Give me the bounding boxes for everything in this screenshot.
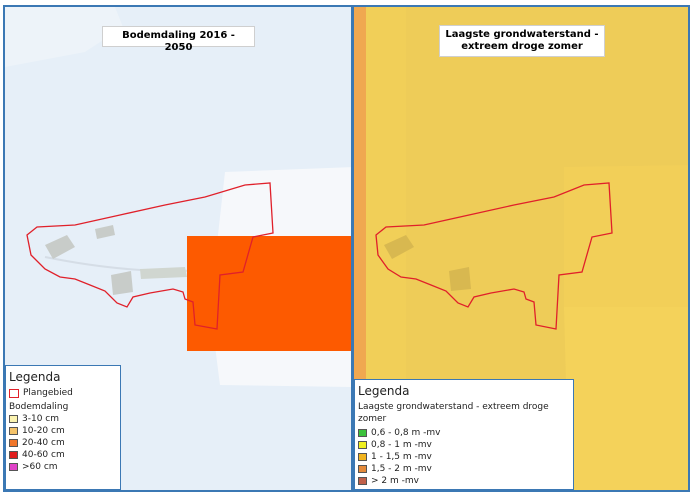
map-panel-bodemdaling[interactable]: Bodemdaling 2016 - 2050 Legenda Plangebi… — [3, 5, 353, 492]
legend-label: > 2 m -mv — [371, 476, 419, 486]
legend-item: 3-10 cm — [9, 413, 117, 425]
legend-swatch — [9, 415, 18, 423]
legend-label: 3-10 cm — [22, 414, 60, 424]
building-shape — [95, 225, 115, 239]
legend-heading: Bodemdaling — [9, 402, 69, 412]
legend-label: 1,5 - 2 m -mv — [371, 464, 432, 474]
legend-item: 20-40 cm — [9, 437, 117, 449]
boundary-swatch — [9, 388, 19, 398]
map-title-line: Laagste grondwaterstand - — [445, 29, 599, 40]
legend-item: > 2 m -mv — [358, 475, 570, 487]
legend-item: 1,5 - 2 m -mv — [358, 463, 570, 475]
building-shape — [449, 267, 471, 291]
plangebied-boundary — [26, 182, 274, 330]
legend-title: Legenda — [9, 370, 61, 384]
legend-item: 40-60 cm — [9, 449, 117, 461]
plangebied-boundary — [375, 182, 613, 330]
legend-label: Plangebied — [23, 388, 73, 398]
legend-swatch — [358, 477, 367, 485]
legend-swatch — [9, 451, 18, 459]
legend-heading: Laagste grondwaterstand - extreem droge … — [358, 402, 549, 424]
map-title: Laagste grondwaterstand - extreem droge … — [439, 25, 605, 57]
legend-label: 0,8 - 1 m -mv — [371, 440, 432, 450]
subsidence-area — [187, 236, 351, 351]
legend-item: 1 - 1,5 m -mv — [358, 451, 570, 463]
legend-box: Legenda Plangebied Bodemdaling 3-10 cm 10… — [5, 365, 121, 490]
legend-swatch — [358, 465, 367, 473]
legend-box: Legenda Laagste grondwaterstand - extree… — [354, 379, 574, 490]
legend-swatch — [358, 429, 367, 437]
legend-label: >60 cm — [22, 462, 58, 472]
legend-swatch — [9, 427, 18, 435]
legend-label: 0,6 - 0,8 m -mv — [371, 428, 441, 438]
legend-swatch — [9, 463, 18, 471]
legend-label: 40-60 cm — [22, 450, 65, 460]
building-shape — [45, 235, 75, 259]
legend-item: 0,8 - 1 m -mv — [358, 439, 570, 451]
map-panel-grondwaterstand[interactable]: Laagste grondwaterstand - extreem droge … — [352, 5, 690, 492]
legend-item: 0,6 - 0,8 m -mv — [358, 427, 570, 439]
legend-swatch — [358, 453, 367, 461]
legend-item-plangebied: Plangebied — [9, 387, 117, 399]
map-title-line: extreem droge zomer — [461, 41, 583, 52]
building-shape — [384, 235, 414, 259]
map-title: Bodemdaling 2016 - 2050 — [102, 26, 255, 53]
legend-item: 10-20 cm — [9, 425, 117, 437]
legend-swatch — [358, 441, 367, 449]
legend-label: 20-40 cm — [22, 438, 65, 448]
legend-label: 1 - 1,5 m -mv — [371, 452, 432, 462]
building-shape — [111, 271, 133, 295]
legend-title: Legenda — [358, 384, 410, 398]
legend-item: >60 cm — [9, 461, 117, 473]
legend-label: 10-20 cm — [22, 426, 65, 436]
legend-swatch — [9, 439, 18, 447]
building-shape — [140, 267, 187, 279]
